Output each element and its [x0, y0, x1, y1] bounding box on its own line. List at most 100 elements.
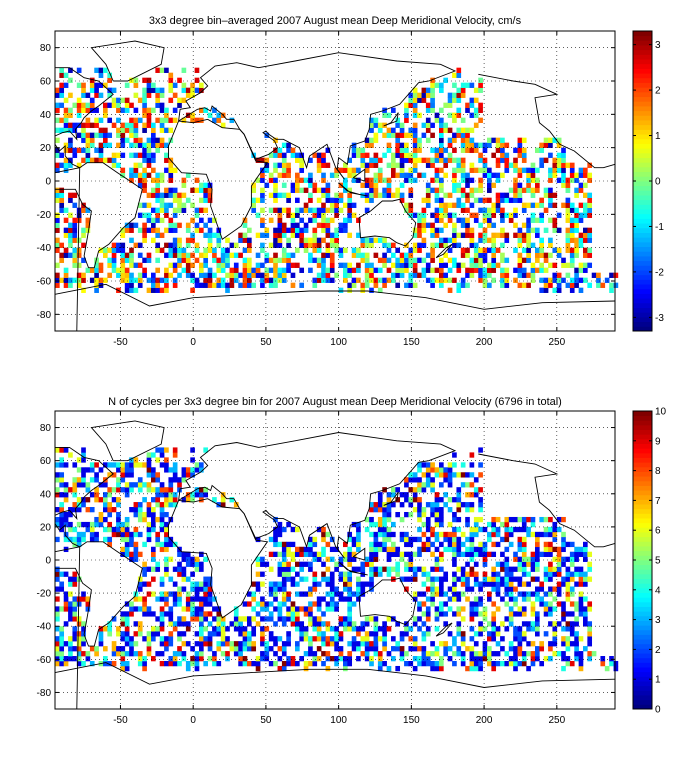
cycles-bin	[373, 651, 379, 657]
velocity-bin	[164, 117, 169, 123]
velocity-bin	[55, 87, 60, 93]
velocity-bin	[55, 147, 60, 153]
velocity-bin	[373, 187, 379, 193]
velocity-bin	[469, 162, 475, 168]
cycles-bin	[159, 447, 165, 453]
cycles-bin	[194, 586, 200, 592]
cycles-bin	[587, 566, 593, 572]
velocity-bin	[94, 87, 99, 93]
cycles-bin	[521, 596, 527, 602]
cycles-bin	[561, 546, 566, 553]
cycles-bin	[347, 611, 353, 617]
cycles-bin	[583, 551, 588, 557]
cycles-bin	[124, 521, 130, 528]
velocity-bin	[574, 247, 579, 253]
velocity-bin	[321, 217, 326, 223]
velocity-bin	[251, 182, 257, 188]
cycles-bin	[587, 626, 593, 632]
cycles-bin	[548, 571, 553, 577]
velocity-bin	[587, 172, 593, 178]
cycles-bin	[613, 665, 619, 672]
velocity-bin	[207, 267, 213, 273]
cycles-bin	[434, 611, 440, 617]
cycles-bin	[548, 606, 553, 612]
velocity-bin	[583, 212, 588, 218]
cycles-bin	[55, 472, 60, 478]
cycles-bin	[55, 651, 60, 657]
cycles-bin	[260, 631, 265, 637]
velocity-bin	[203, 252, 209, 258]
cycles-bin	[233, 611, 239, 617]
cycles-bin	[530, 531, 536, 538]
velocity-bin	[421, 97, 427, 103]
velocity-bin	[177, 272, 182, 278]
cycles-bin	[172, 462, 178, 468]
cycles-bin	[155, 457, 161, 463]
cycles-bin	[308, 616, 313, 622]
velocity-bin	[177, 252, 182, 258]
cycles-bin	[513, 611, 518, 617]
cycles-bin	[412, 646, 418, 652]
velocity-bin	[220, 277, 226, 283]
cycles-bin	[456, 507, 462, 513]
cycles-bin	[190, 457, 195, 463]
cycles-bin	[369, 616, 374, 622]
velocity-bin	[89, 142, 95, 148]
velocity-bin	[373, 157, 379, 163]
cycles-bin	[460, 591, 466, 597]
cycles-bin	[55, 462, 60, 468]
cycles-bin	[146, 467, 152, 473]
velocity-bin	[417, 222, 422, 228]
cycles-bin	[325, 621, 331, 627]
velocity-bin	[587, 177, 593, 183]
velocity-bin	[526, 227, 531, 233]
velocity-bin	[103, 252, 108, 258]
cycles-bin	[159, 591, 165, 597]
velocity-bin	[264, 252, 270, 258]
cycles-bin	[89, 536, 95, 543]
velocity-bin	[281, 227, 287, 233]
cycles-bin	[225, 641, 230, 647]
cycles-bin	[251, 616, 257, 622]
cycles-bin	[495, 606, 501, 612]
cycles-xtick-label: 100	[330, 715, 347, 726]
cycles-bin	[460, 566, 466, 572]
velocity-bin	[569, 287, 575, 293]
cycles-bin	[447, 462, 453, 468]
cycles-bin	[408, 660, 414, 667]
cycles-bin	[72, 631, 78, 637]
velocity-ytick-label: -20	[37, 210, 52, 221]
cycles-bin	[116, 477, 121, 483]
velocity-bin	[308, 182, 313, 188]
velocity-bin	[203, 272, 209, 278]
velocity-bin	[111, 87, 117, 93]
cycles-bin	[574, 556, 579, 562]
velocity-bin	[487, 237, 492, 243]
velocity-bin	[521, 147, 527, 153]
velocity-bin	[425, 182, 431, 188]
cycles-bin	[535, 586, 540, 592]
velocity-bin	[382, 192, 387, 198]
cycles-bin	[521, 541, 527, 548]
velocity-bin	[609, 282, 614, 288]
cycles-bin	[281, 581, 287, 587]
velocity-bin	[146, 287, 152, 293]
velocity-bin	[273, 282, 278, 288]
cycles-bin	[574, 551, 579, 557]
velocity-bin	[530, 192, 536, 198]
velocity-bin	[137, 97, 143, 103]
cycles-bin	[377, 546, 383, 553]
velocity-bin	[273, 257, 278, 263]
cycles-bin	[151, 526, 156, 533]
velocity-bin	[94, 122, 99, 128]
cycles-bin	[517, 546, 523, 553]
cycles-bin	[268, 616, 274, 622]
velocity-bin	[356, 177, 361, 183]
velocity-bin	[373, 162, 379, 168]
cycles-bin	[574, 601, 579, 607]
cycles-colorbar-label: 5	[655, 556, 661, 567]
velocity-bin	[185, 242, 191, 248]
cycles-bin	[168, 576, 174, 582]
cycles-bin	[190, 467, 195, 473]
cycles-bin	[68, 536, 73, 543]
